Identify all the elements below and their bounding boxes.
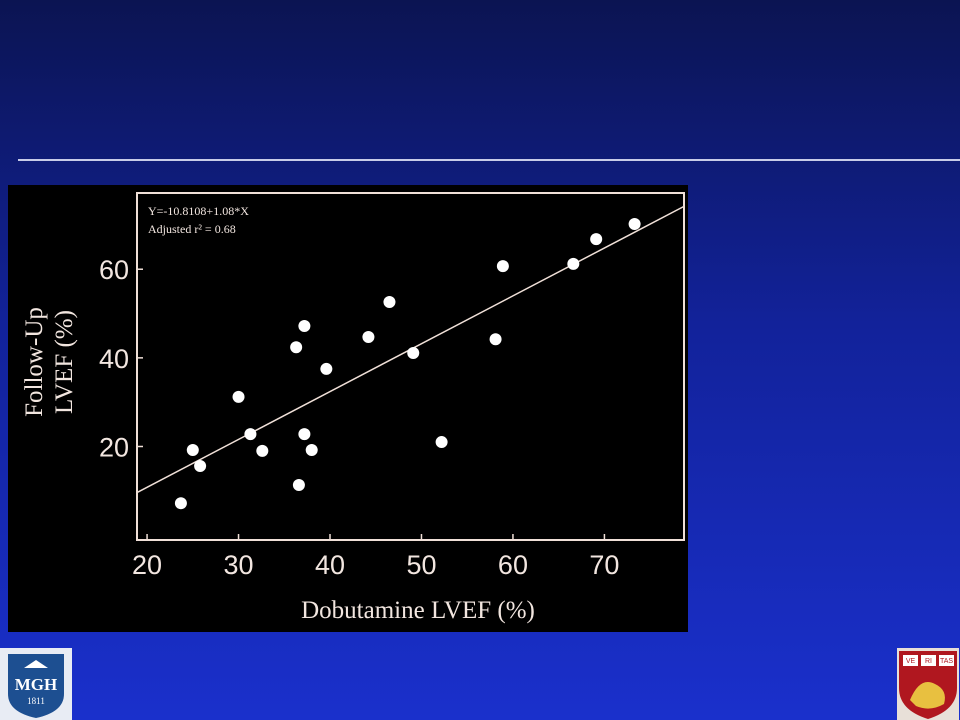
- harvard-shield: VE RI TAS: [897, 648, 959, 720]
- x-tick-label: 30: [224, 550, 254, 580]
- x-axis-title: Dobutamine LVEF (%): [301, 597, 535, 624]
- shield-text: RI: [925, 658, 932, 665]
- x-tick-label: 20: [132, 550, 162, 580]
- data-point: [174, 497, 187, 510]
- r-squared: Adjusted r² = 0.68: [148, 222, 236, 236]
- data-point: [628, 218, 641, 231]
- data-point: [383, 296, 396, 309]
- x-tick-label: 70: [589, 550, 619, 580]
- y-tick-label: 60: [99, 255, 129, 285]
- data-point: [298, 319, 311, 332]
- shield-text: VE: [906, 658, 916, 665]
- data-point: [590, 233, 603, 246]
- data-point: [244, 428, 257, 441]
- x-tick-label: 50: [406, 550, 436, 580]
- data-point: [292, 479, 305, 492]
- logo-text: MGH: [15, 675, 58, 694]
- x-tick-label: 60: [498, 550, 528, 580]
- data-point: [305, 444, 318, 457]
- logo-year: 1811: [27, 696, 45, 706]
- data-point: [290, 341, 303, 354]
- data-point: [256, 444, 269, 457]
- data-point: [232, 390, 245, 403]
- y-tick-label: 40: [99, 344, 129, 374]
- data-point: [320, 362, 333, 375]
- y-tick-label: 20: [99, 432, 129, 462]
- data-point: [194, 459, 207, 472]
- equation: Y=-10.8108+1.08*X: [148, 204, 249, 218]
- mgh-logo: MGH 1811: [0, 648, 72, 720]
- x-tick-label: 40: [315, 550, 345, 580]
- data-point: [435, 436, 448, 449]
- data-point: [407, 346, 420, 359]
- shield-text: TAS: [940, 658, 953, 665]
- y-axis-title: Follow-Up: [21, 307, 48, 417]
- data-point: [489, 333, 502, 346]
- data-point: [298, 428, 311, 441]
- chart-panel: [8, 185, 688, 632]
- y-axis-title: LVEF (%): [51, 310, 78, 414]
- data-point: [496, 260, 509, 273]
- data-point: [186, 444, 199, 457]
- data-point: [567, 257, 580, 270]
- data-point: [362, 331, 375, 344]
- plot-frame: [136, 192, 685, 541]
